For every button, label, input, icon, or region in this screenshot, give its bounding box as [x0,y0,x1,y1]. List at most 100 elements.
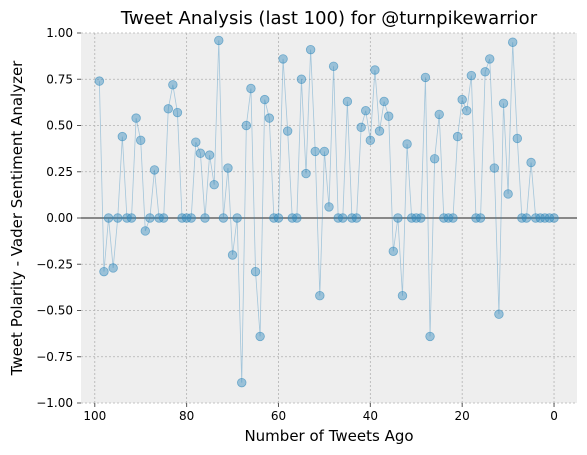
data-point [200,213,210,223]
data-point [310,146,320,157]
data-point [163,104,173,114]
data-point [521,213,532,223]
data-point [117,131,128,142]
data-point [209,179,219,190]
y-tick-label: −0.25 [36,257,73,271]
data-point [512,133,522,144]
data-point [466,70,477,81]
data-point [351,213,362,223]
data-point [393,213,403,223]
y-tick-label: −1.00 [36,396,73,410]
x-tick-label: 0 [550,409,558,423]
data-point [301,168,311,179]
data-point [158,213,169,223]
y-tick-label: 0.75 [46,72,73,86]
y-tick-label: 0.25 [46,165,73,179]
data-point [388,246,398,257]
data-point [485,54,495,64]
data-point [214,35,224,46]
data-point [273,213,284,223]
data-point [319,146,330,157]
x-axis-ticks: 100 80 60 40 20 0 [83,403,558,423]
data-point [494,309,504,319]
data-point [498,98,509,109]
data-point [99,266,109,277]
data-point [508,37,518,47]
data-point [204,150,215,160]
data-point [282,126,293,136]
y-tick-label: 0.50 [46,119,73,133]
data-point [342,96,353,107]
x-tick-label: 80 [179,409,194,423]
data-point [402,139,412,149]
data-point [425,331,435,342]
data-point [296,74,307,84]
y-tick-label: −0.50 [36,304,73,318]
series-line [98,40,555,383]
data-point [136,135,146,146]
data-point [250,266,261,277]
data-point [255,331,265,342]
chart-title: Tweet Analysis (last 100) for @turnpikew… [120,8,538,29]
y-axis-label: Tweet Polarity - Vader Sentiment Analyze… [8,60,26,377]
x-tick-label: 60 [271,409,286,423]
data-point [452,131,463,142]
data-point [374,126,385,136]
data-point [503,189,513,199]
data-point [397,291,408,301]
data-point [526,157,536,168]
data-point [365,135,376,146]
data-point [448,213,458,223]
data-point [218,213,229,223]
data-point [246,83,256,94]
data-point [113,213,123,223]
x-tick-label: 40 [363,409,378,423]
data-point [315,291,325,301]
data-point [103,213,114,223]
data-point [131,113,141,123]
x-axis-label: Number of Tweets Ago [244,427,413,445]
data-point [227,250,238,260]
y-tick-label: 0.00 [46,211,73,225]
data-point [328,61,339,72]
data-point [379,96,389,107]
data-point [338,213,348,223]
data-point [264,113,274,123]
data-point [149,165,160,175]
data-point [195,148,206,158]
data-point [292,213,302,223]
data-point [457,94,467,105]
data-point [549,213,559,223]
data-point [223,163,233,173]
data-point [324,202,334,212]
series-polarity [94,35,559,388]
data-point [232,213,242,223]
y-axis-ticks: −1.00 −0.75 −0.50 −0.25 0.00 0.25 0.50 0.75 1.00 [36,26,81,410]
data-point [145,213,155,223]
data-point [489,163,500,173]
data-point [191,137,201,147]
data-point [186,213,196,223]
data-point [370,65,380,75]
data-point [416,213,426,223]
data-point [94,76,105,86]
data-point [241,120,252,131]
x-tick-label: 100 [83,409,106,423]
data-point [356,122,366,133]
data-point [305,44,316,55]
data-point [361,105,371,116]
data-point [278,54,288,64]
data-point [384,111,394,121]
data-point [462,105,472,116]
data-point [172,107,183,118]
data-point [434,109,444,120]
data-point [480,67,490,77]
data-point [126,213,137,223]
data-point [140,226,150,236]
data-point [168,80,178,90]
data-point [429,154,440,164]
data-point [237,377,247,388]
data-point [108,263,118,273]
data-point [260,94,270,105]
